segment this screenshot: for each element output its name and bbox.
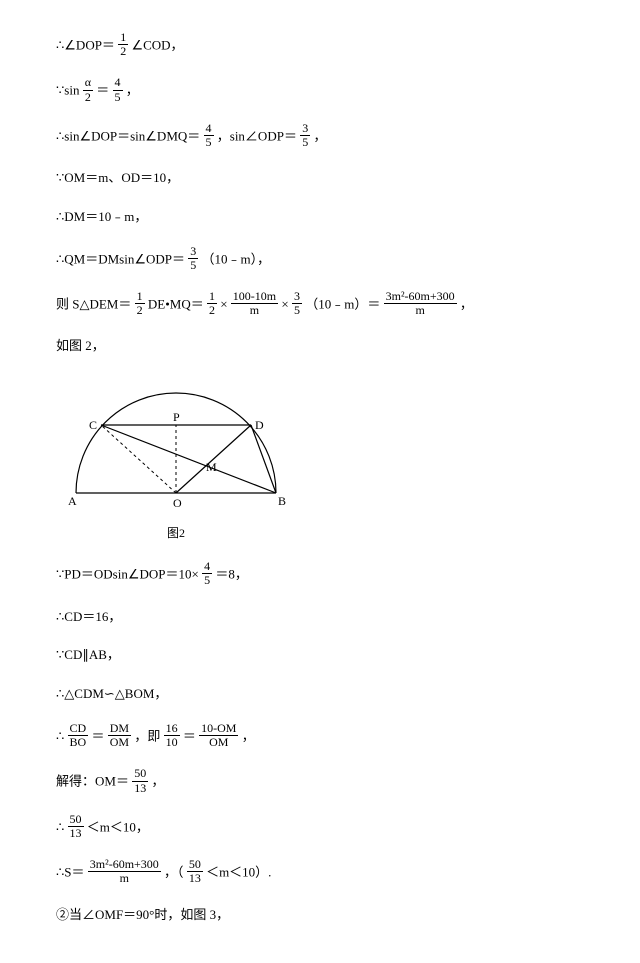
fraction: CDBO (68, 722, 89, 749)
text: DE•MQ＝ (148, 296, 204, 311)
text: ∠COD， (131, 37, 183, 52)
figure-2: A B C D O P M 图2 (56, 375, 584, 543)
fraction: 100-10mm (231, 290, 278, 317)
fraction: 1610 (164, 722, 180, 749)
fraction: 5013 (132, 767, 148, 794)
text: ∴QM＝DMsin∠ODP＝ (56, 251, 185, 266)
text: × (220, 296, 227, 311)
text: ＝ (96, 83, 109, 98)
text: （10﹣m）＝ (305, 296, 380, 311)
fraction: 5013 (187, 858, 203, 885)
text: ＜m＜10， (87, 819, 149, 834)
text: ，sin∠ODP＝ (217, 128, 297, 143)
text: 则 S△DEM＝ (56, 296, 131, 311)
text: ， (313, 128, 326, 143)
fraction: 45 (204, 122, 214, 149)
step-1: ∴∠DOP＝ 12 ∠COD， (56, 32, 584, 59)
text: ＜m＜10）. (206, 864, 271, 879)
fraction: 35 (292, 290, 302, 317)
svg-text:P: P (173, 410, 180, 424)
text: × (281, 296, 288, 311)
fraction: 12 (135, 290, 145, 317)
fraction: 3m²-60m+300m (384, 290, 457, 317)
step-9: ∵PD＝ODsin∠DOP＝10× 45 ＝8， (56, 561, 584, 588)
svg-text:B: B (278, 494, 286, 508)
fraction: 45 (202, 560, 212, 587)
text: ∴ (56, 728, 64, 743)
fraction: α2 (83, 76, 93, 103)
step-5: ∴DM＝10﹣m， (56, 207, 584, 228)
step-13: ∴ CDBO ＝ DMOM ，即 1610 ＝ 10-OMOM ， (56, 723, 584, 750)
text: ＝ (91, 728, 104, 743)
step-3: ∴sin∠DOP＝sin∠DMQ＝ 45 ，sin∠ODP＝ 35 ， (56, 123, 584, 150)
text: ∴ (56, 819, 64, 834)
step-4: ∵OM＝m、OD＝10， (56, 168, 584, 189)
text: ， (242, 728, 255, 743)
step-7: 则 S△DEM＝ 12 DE•MQ＝ 12 × 100-10mm × 35 （1… (56, 291, 584, 318)
step-2: ∵sin α2 ＝ 45 ， (56, 77, 584, 104)
fraction: 12 (207, 290, 217, 317)
fraction: 3m²-60m+300m (88, 858, 161, 885)
fraction: 35 (188, 245, 198, 272)
text: ，（ (164, 864, 184, 879)
step-11: ∵CD∥AB， (56, 645, 584, 666)
step-16: ∴S＝ 3m²-60m+300m ，（ 5013 ＜m＜10）. (56, 859, 584, 886)
svg-text:M: M (206, 460, 217, 474)
svg-text:D: D (255, 418, 264, 432)
text: （10﹣m）， (202, 251, 271, 266)
step-15: ∴ 5013 ＜m＜10， (56, 814, 584, 841)
text: ， (151, 774, 164, 789)
fraction: 10-OMOM (199, 722, 238, 749)
math-document: ∴∠DOP＝ 12 ∠COD， ∵sin α2 ＝ 45 ， ∴sin∠DOP＝… (0, 0, 640, 963)
svg-text:C: C (89, 418, 97, 432)
text: 解得：OM＝ (56, 774, 129, 789)
step-17: ②当∠OMF＝90°时，如图 3， (56, 905, 584, 926)
text: ＝ (183, 728, 196, 743)
text: ∴sin∠DOP＝sin∠DMQ＝ (56, 128, 200, 143)
step-6: ∴QM＝DMsin∠ODP＝ 35 （10﹣m）， (56, 246, 584, 273)
text: ∴∠DOP＝ (56, 37, 115, 52)
step-8: 如图 2， (56, 336, 584, 357)
fraction: 35 (300, 122, 310, 149)
text: ∴S＝ (56, 864, 85, 879)
step-12: ∴△CDM∽△BOM， (56, 684, 584, 705)
svg-text:A: A (68, 494, 77, 508)
step-14: 解得：OM＝ 5013 ， (56, 768, 584, 795)
text: ， (126, 83, 139, 98)
fraction: 45 (113, 76, 123, 103)
figure-caption: 图2 (56, 524, 296, 543)
fraction: 12 (118, 31, 128, 58)
semicircle-diagram: A B C D O P M (56, 375, 296, 515)
text: ∵PD＝ODsin∠DOP＝10× (56, 567, 199, 582)
text: ，即 (134, 728, 160, 743)
text: ∵sin (56, 83, 79, 98)
fraction: DMOM (108, 722, 131, 749)
svg-text:O: O (173, 496, 182, 510)
fraction: 5013 (68, 813, 84, 840)
text: ＝8， (215, 567, 248, 582)
text: ， (460, 296, 473, 311)
step-10: ∴CD＝16， (56, 607, 584, 628)
